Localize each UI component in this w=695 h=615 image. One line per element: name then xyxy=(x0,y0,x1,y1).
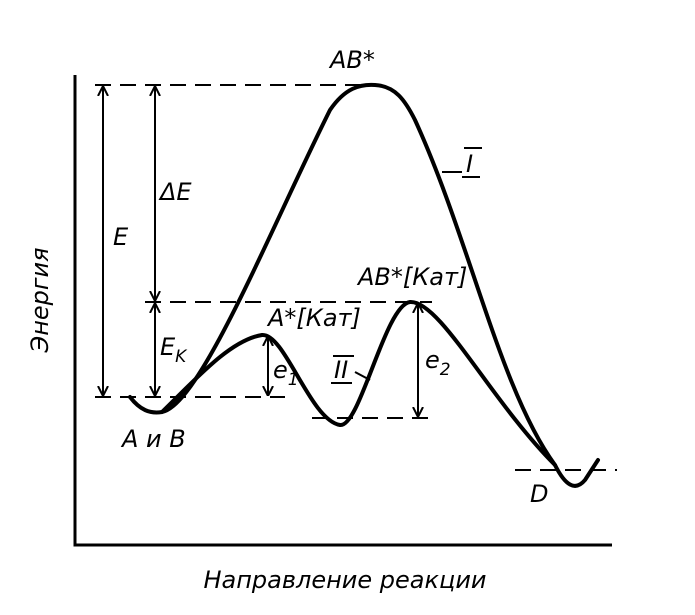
label-sub: 1 xyxy=(288,370,299,390)
label: A*[Кат] xyxy=(266,304,361,332)
axes xyxy=(73,75,612,547)
label-main: e xyxy=(273,356,288,384)
label-sub: 2 xyxy=(440,360,451,380)
label: A и B xyxy=(120,425,186,453)
x-axis-label: Направление реакции xyxy=(203,566,486,594)
label: AB*[Кат] xyxy=(356,263,467,291)
label: E xyxy=(113,223,129,251)
label: ΔE xyxy=(158,178,192,206)
label: D xyxy=(530,480,548,508)
y-axis-label: Энергия xyxy=(26,247,54,353)
leader-line xyxy=(354,371,371,381)
label: e1 xyxy=(273,356,299,390)
label: I xyxy=(466,150,473,178)
label: e2 xyxy=(425,346,451,380)
label: AB* xyxy=(328,46,375,74)
label: EK xyxy=(160,333,188,367)
label-sub: K xyxy=(175,347,188,367)
label-main: E xyxy=(160,333,176,361)
curve-catalyzed xyxy=(160,299,557,467)
label: II xyxy=(334,356,348,384)
curve-uncatalyzed xyxy=(128,82,600,488)
label-main: e xyxy=(425,346,440,374)
